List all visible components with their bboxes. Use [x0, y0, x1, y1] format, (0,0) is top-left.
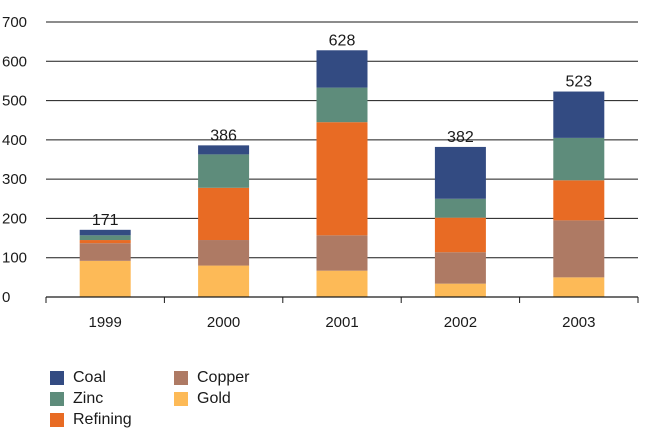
y-tick-label-600: 600 [2, 53, 27, 70]
legend-item-refining: Refining [50, 410, 132, 430]
bar-zinc-2001 [316, 87, 368, 123]
y-tick-label-500: 500 [2, 93, 27, 110]
y-tick-label-200: 200 [2, 210, 27, 227]
legend-swatch-coal [50, 371, 64, 385]
bar-zinc-2000 [198, 154, 250, 188]
y-tick-label-100: 100 [2, 250, 27, 267]
x-tick-label-2003: 2003 [562, 314, 595, 331]
bar-coal-2000 [198, 145, 250, 155]
legend-label-coal: Coal [73, 369, 106, 386]
legend-label-copper: Copper [197, 369, 250, 386]
legend-swatch-gold [174, 392, 188, 406]
bar-refining-2001 [316, 122, 368, 236]
bar-coal-2002 [434, 146, 486, 199]
bar-refining-1999 [79, 240, 131, 244]
legend-label-zinc: Zinc [73, 390, 104, 407]
bar-copper-2000 [198, 240, 250, 266]
x-tick-label-1999: 1999 [89, 314, 122, 331]
bar-zinc-2002 [434, 198, 486, 218]
bar-copper-2002 [434, 252, 486, 284]
bar-zinc-2003 [553, 137, 605, 181]
total-label-2002: 382 [447, 129, 474, 146]
total-label-2000: 386 [210, 127, 237, 144]
legend-item-coal: Coal [50, 368, 106, 388]
legend-item-zinc: Zinc [50, 389, 103, 409]
x-tick-label-2001: 2001 [325, 314, 358, 331]
bar-copper-2003 [553, 220, 605, 278]
bar-gold-2003 [553, 277, 605, 297]
legend: Coal Zinc Refining Copper Gold [50, 368, 310, 432]
legend-swatch-copper [174, 371, 188, 385]
legend-item-gold: Gold [174, 389, 231, 409]
y-tick-label-300: 300 [2, 171, 27, 188]
bar-copper-2001 [316, 235, 368, 271]
y-tick-label-400: 400 [2, 132, 27, 149]
bar-gold-1999 [79, 260, 131, 297]
bar-refining-2003 [553, 180, 605, 221]
bar-gold-2002 [434, 283, 486, 297]
bar-zinc-1999 [79, 235, 131, 241]
bar-refining-2002 [434, 217, 486, 253]
x-tick-label-2000: 2000 [207, 314, 240, 331]
x-tick-label-2002: 2002 [444, 314, 477, 331]
bar-copper-1999 [79, 243, 131, 261]
total-label-1999: 171 [92, 212, 119, 229]
legend-label-gold: Gold [197, 390, 231, 407]
total-label-2003: 523 [565, 74, 592, 91]
legend-swatch-zinc [50, 392, 64, 406]
stacked-bar-chart: 0 100 200 300 400 500 600 700 171 1999 386 2000 628 2… [2, 14, 639, 331]
total-label-2001: 628 [329, 32, 356, 49]
y-tick-label-0: 0 [2, 289, 10, 306]
bar-coal-2003 [553, 91, 605, 138]
legend-item-copper: Copper [174, 368, 249, 388]
y-tick-label-700: 700 [2, 14, 27, 31]
bar-gold-2001 [316, 270, 368, 297]
bar-coal-2001 [316, 50, 368, 88]
legend-swatch-refining [50, 413, 64, 427]
bar-coal-1999 [79, 229, 131, 236]
bar-gold-2000 [198, 265, 250, 297]
bar-refining-2000 [198, 187, 250, 241]
legend-label-refining: Refining [73, 411, 132, 428]
